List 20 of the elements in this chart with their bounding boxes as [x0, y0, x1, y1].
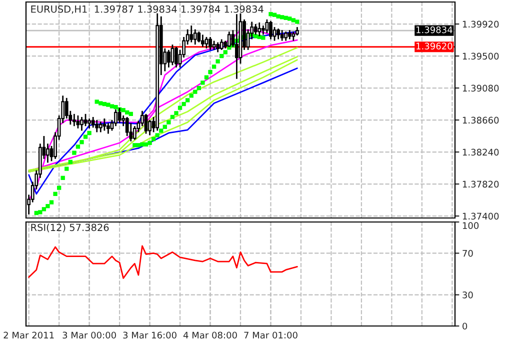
ref-line-label: 1.39834 [416, 26, 452, 34]
y-tick-label: 1.38660 [462, 116, 499, 124]
y-tick-label: 1.39920 [462, 20, 499, 28]
y-tick-label: 1.38240 [462, 148, 499, 156]
y-tick-label: 1.39500 [462, 52, 499, 60]
chart-title: EURUSD,H1 1.39787 1.39834 1.39784 1.39834 [31, 5, 264, 14]
x-tick-label: 2 Mar 2011 [4, 332, 54, 339]
chart-title: RSI(12) 57.3826 [31, 224, 109, 232]
y-tick-label: 70 [462, 250, 473, 257]
y-tick-label: 0 [462, 322, 468, 330]
y-tick-label: 1.39080 [462, 84, 499, 92]
x-tick-label: 4 Mar 08:00 [183, 332, 237, 339]
y-tick-label: 30 [462, 292, 473, 298]
y-tick-label: 1.37820 [462, 180, 499, 188]
ref-line-label: 1.39620 [416, 42, 452, 50]
y-tick-label: 100 [462, 222, 479, 229]
x-tick-label: 7 Mar 01:00 [244, 332, 298, 339]
x-tick-label: 3 Mar 00:00 [62, 332, 116, 339]
y-tick-label: 1.37400 [462, 212, 499, 220]
x-tick-label: 3 Mar 16:00 [123, 332, 176, 339]
